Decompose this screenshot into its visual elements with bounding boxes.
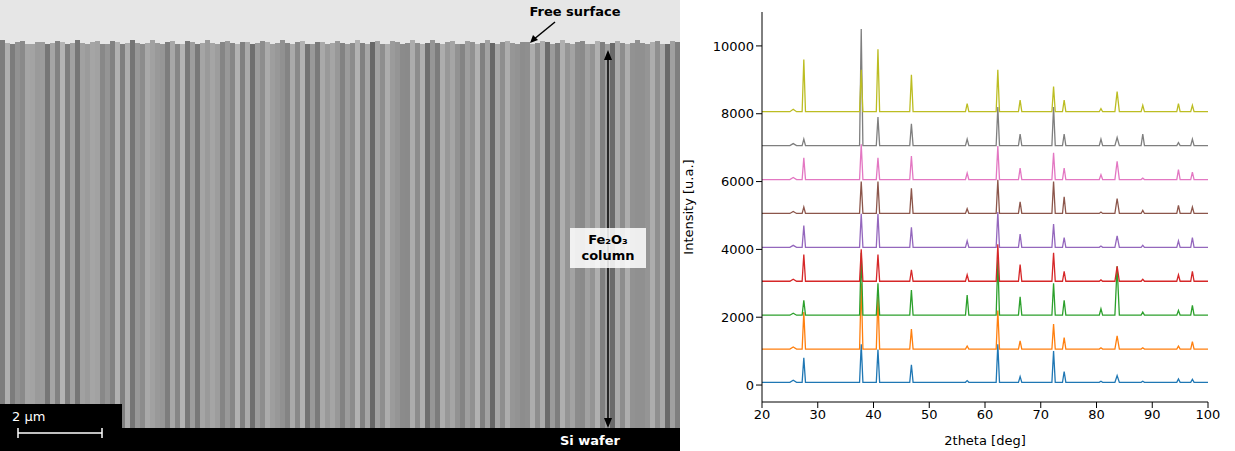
svg-text:60: 60 bbox=[977, 407, 994, 422]
svg-text:40: 40 bbox=[865, 407, 882, 422]
svg-text:8000: 8000 bbox=[721, 106, 754, 121]
svg-text:10000: 10000 bbox=[713, 39, 754, 54]
svg-text:2theta [deg]: 2theta [deg] bbox=[944, 433, 1025, 448]
svg-text:Intensity [u.a.]: Intensity [u.a.] bbox=[681, 159, 696, 254]
svg-text:2000: 2000 bbox=[721, 310, 754, 325]
svg-text:100: 100 bbox=[1196, 407, 1221, 422]
svg-text:0: 0 bbox=[746, 378, 754, 393]
svg-text:Free surface: Free surface bbox=[530, 4, 621, 19]
svg-text:6000: 6000 bbox=[721, 174, 754, 189]
svg-text:80: 80 bbox=[1088, 407, 1105, 422]
svg-text:30: 30 bbox=[809, 407, 826, 422]
svg-text:column: column bbox=[581, 248, 634, 263]
svg-text:20: 20 bbox=[754, 407, 771, 422]
svg-text:50: 50 bbox=[921, 407, 938, 422]
svg-text:70: 70 bbox=[1032, 407, 1049, 422]
svg-text:Si wafer: Si wafer bbox=[560, 433, 621, 448]
svg-text:Fe₂O₃: Fe₂O₃ bbox=[588, 232, 628, 247]
svg-text:90: 90 bbox=[1144, 407, 1161, 422]
svg-text:2 µm: 2 µm bbox=[12, 409, 45, 424]
svg-text:4000: 4000 bbox=[721, 242, 754, 257]
